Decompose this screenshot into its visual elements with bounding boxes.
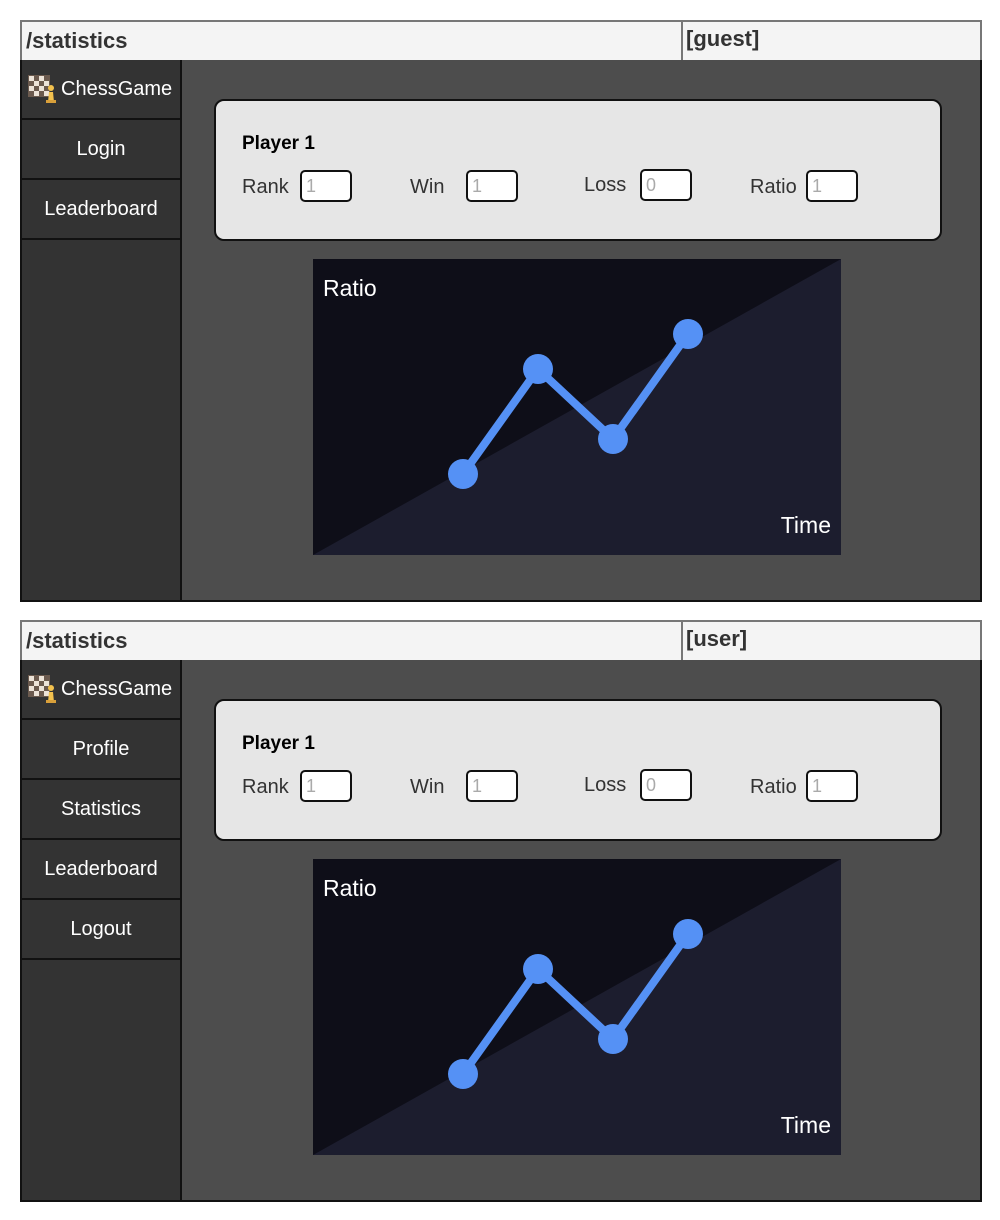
loss-label: Loss — [584, 174, 627, 196]
rank-label: Rank — [242, 176, 289, 198]
win-field[interactable] — [466, 770, 518, 802]
ratio-field[interactable] — [806, 170, 858, 202]
chess-logo-icon — [28, 75, 56, 103]
nav-profile-label: Profile — [72, 737, 130, 760]
nav-login[interactable]: Login — [22, 120, 180, 180]
chess-logo-icon — [28, 675, 56, 703]
x-axis-label: Time — [780, 1112, 831, 1138]
ratio-chart-svg — [313, 259, 841, 555]
ratio-label: Ratio — [750, 176, 797, 198]
rank-field[interactable] — [300, 770, 352, 802]
ratio-chart: Ratio Time — [313, 859, 841, 1155]
nav-statistics[interactable]: Statistics — [22, 780, 180, 840]
data-point-3 — [598, 424, 628, 454]
series-line — [459, 331, 692, 477]
player-name: Player 1 — [242, 133, 315, 154]
nav-leaderboard-label: Leaderboard — [44, 857, 158, 880]
series-points — [448, 319, 703, 489]
win-label: Win — [410, 176, 445, 198]
route-path: /statistics — [26, 628, 128, 653]
data-point-3 — [598, 1024, 628, 1054]
nav-login-label: Login — [76, 137, 126, 160]
statistics-screen-guest: /statistics [guest] ChessGame — [20, 20, 982, 602]
player-stats-card: Player 1 Rank Win Loss Ratio — [214, 699, 942, 841]
ratio-chart-svg — [313, 859, 841, 1155]
data-point-1 — [448, 1059, 478, 1089]
ratio-chart: Ratio Time — [313, 259, 841, 555]
win-label: Win — [410, 776, 445, 798]
loss-field[interactable] — [640, 169, 692, 201]
nav-leaderboard-label: Leaderboard — [44, 197, 158, 220]
role-cell: [guest] — [681, 20, 984, 62]
data-point-4 — [673, 919, 703, 949]
loss-field[interactable] — [640, 769, 692, 801]
data-point-2 — [523, 954, 553, 984]
data-point-4 — [673, 319, 703, 349]
nav-logout-label: Logout — [70, 917, 132, 940]
loss-label: Loss — [584, 774, 627, 796]
series-line — [459, 931, 692, 1077]
nav-statistics-label: Statistics — [60, 797, 142, 820]
top-bar: /statistics [user] — [20, 620, 982, 662]
route-path: /statistics — [26, 28, 128, 53]
brand-link[interactable]: ChessGame — [22, 660, 180, 720]
nav-leaderboard[interactable]: Leaderboard — [22, 840, 180, 900]
role-badge: [user] — [686, 626, 748, 651]
sidebar: ChessGame Profile Statistics Leaderboard… — [20, 660, 182, 1202]
nav-leaderboard[interactable]: Leaderboard — [22, 180, 180, 240]
nav-logout[interactable]: Logout — [22, 900, 180, 960]
rank-label: Rank — [242, 776, 289, 798]
role-cell: [user] — [681, 620, 984, 662]
data-point-2 — [523, 354, 553, 384]
nav-profile[interactable]: Profile — [22, 720, 180, 780]
statistics-screen-user: /statistics [user] ChessGame P — [20, 620, 982, 1202]
y-axis-label: Ratio — [323, 875, 377, 901]
win-field[interactable] — [466, 170, 518, 202]
series-points — [448, 919, 703, 1089]
top-bar: /statistics [guest] — [20, 20, 982, 62]
sidebar: ChessGame Login Leaderboard — [20, 60, 182, 602]
x-axis-label: Time — [780, 512, 831, 538]
brand-label: ChessGame — [61, 677, 173, 700]
ratio-field[interactable] — [806, 770, 858, 802]
brand-link[interactable]: ChessGame — [22, 60, 180, 120]
role-badge: [guest] — [686, 26, 760, 51]
data-point-1 — [448, 459, 478, 489]
brand-label: ChessGame — [61, 77, 173, 100]
player-name: Player 1 — [242, 733, 315, 754]
main-content: Player 1 Rank Win Loss Ratio Ratio Time — [182, 660, 982, 1202]
rank-field[interactable] — [300, 170, 352, 202]
main-content: Player 1 Rank Win Loss Ratio Ratio Time — [182, 60, 982, 602]
ratio-label: Ratio — [750, 776, 797, 798]
y-axis-label: Ratio — [323, 275, 377, 301]
player-stats-card: Player 1 Rank Win Loss Ratio — [214, 99, 942, 241]
